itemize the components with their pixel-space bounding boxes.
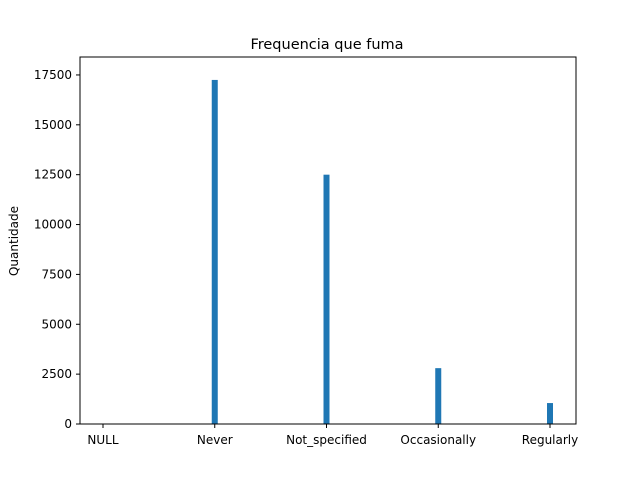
- y-tick-label: 17500: [34, 68, 72, 82]
- x-axis: NULL Never Not_specified Occasionally Regula…: [87, 424, 578, 447]
- y-tick-label: 7500: [41, 267, 72, 281]
- y-tick-label: 15000: [34, 118, 72, 132]
- x-tick-label: Not_specified: [286, 433, 367, 447]
- y-axis: 0 2500 5000 7500 10000 12500 15000 17500: [34, 68, 80, 431]
- bar-never: [211, 79, 218, 424]
- bar-regularly: [547, 403, 553, 424]
- y-tick-label: 0: [64, 417, 72, 431]
- chart-title: Frequencia que fuma: [250, 37, 403, 53]
- x-tick-label: NULL: [87, 433, 118, 447]
- y-tick-label: 5000: [41, 317, 72, 331]
- y-tick-label: 2500: [41, 367, 72, 381]
- y-axis-label: Quantidade: [7, 206, 21, 276]
- x-tick-label: Occasionally: [400, 433, 476, 447]
- x-tick-label: Never: [197, 433, 233, 447]
- bar-occasionally: [435, 368, 442, 424]
- bars-layer: [211, 79, 553, 424]
- x-tick-label: Regularly: [522, 433, 578, 447]
- y-tick-label: 12500: [34, 168, 72, 182]
- bar-not-specified: [323, 174, 330, 424]
- y-tick-label: 10000: [34, 218, 72, 232]
- plot-frame: [79, 56, 577, 425]
